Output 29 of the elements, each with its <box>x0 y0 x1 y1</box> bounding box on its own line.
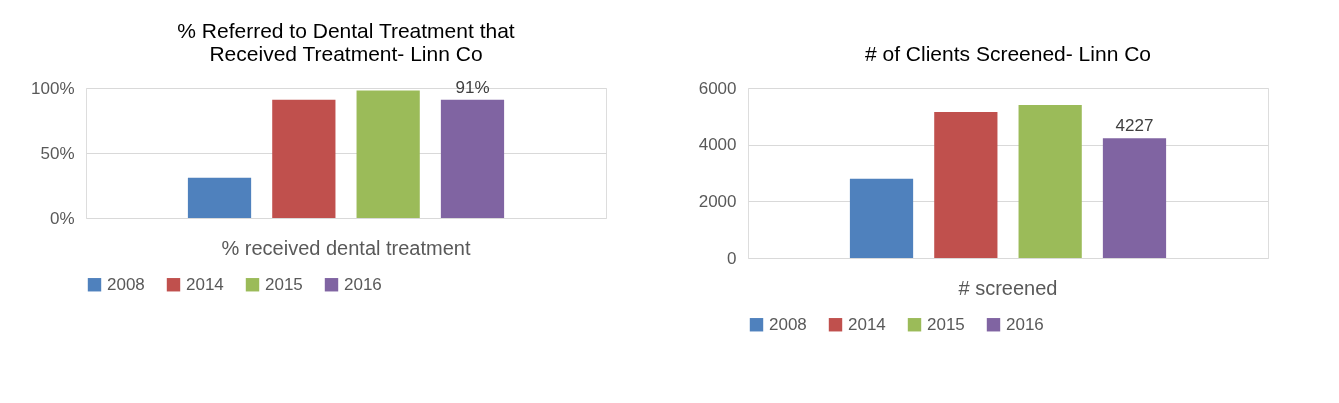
data-label: 91% <box>455 77 490 97</box>
legend-label: 2014 <box>186 274 224 294</box>
y-tick-label: 2000 <box>698 191 737 211</box>
chart-title: # of Clients Screened- Linn Co <box>865 42 1151 65</box>
bar <box>272 99 336 218</box>
bar <box>934 112 998 258</box>
legend-label: 2008 <box>769 314 807 334</box>
legend-label: 2016 <box>344 274 382 294</box>
bar <box>356 90 420 218</box>
legend-label: 2016 <box>1006 314 1044 334</box>
chart-title: % Referred to Dental Treatment that Received Treatment- Linn Co <box>177 18 515 65</box>
y-tick-label: 100% <box>31 78 75 98</box>
bar <box>849 178 914 258</box>
bar <box>187 177 252 218</box>
y-tick-label: 50% <box>40 143 75 163</box>
legend-label: 2008 <box>107 274 145 294</box>
bar <box>440 99 505 218</box>
bar <box>1102 138 1167 258</box>
y-tick-label: 4000 <box>698 135 737 155</box>
y-tick-label: 0 <box>727 248 737 268</box>
legend-label: 2015 <box>265 274 303 294</box>
x-tick-label: % received dental treatment <box>221 236 471 259</box>
y-tick-label: 0% <box>49 208 75 228</box>
y-tick-label: 6000 <box>698 78 737 98</box>
legend-label: 2014 <box>848 314 886 334</box>
legend-label: 2015 <box>927 314 965 334</box>
x-tick-label: # screened <box>958 276 1058 299</box>
data-label: 4227 <box>1115 116 1154 136</box>
bar <box>1018 105 1082 258</box>
